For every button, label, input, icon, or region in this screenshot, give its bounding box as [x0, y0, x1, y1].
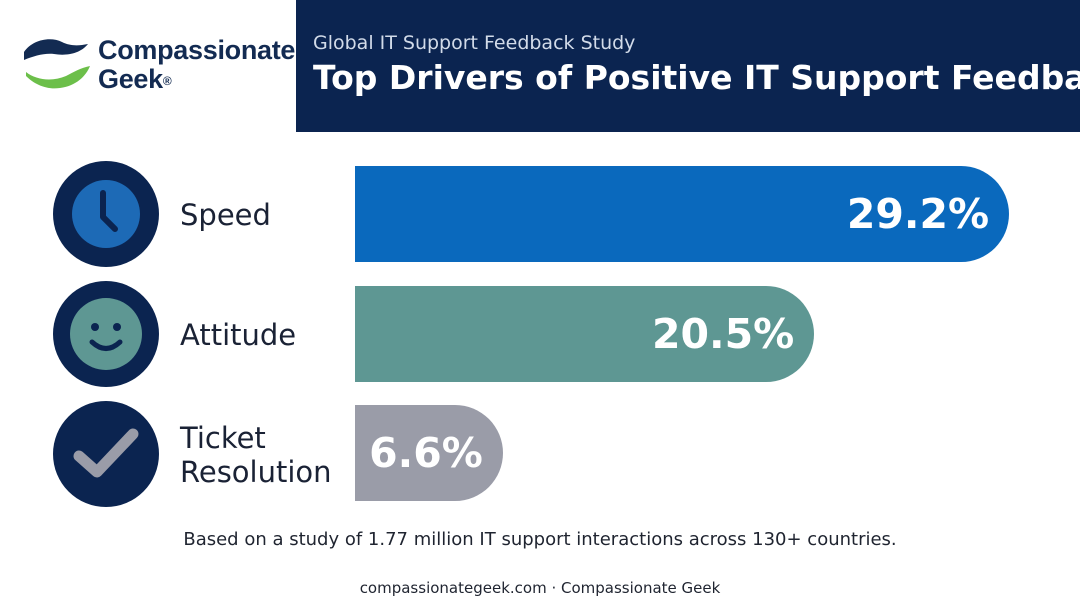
category-label-attitude-text: Attitude	[180, 318, 297, 352]
footnote: Based on a study of 1.77 million IT supp…	[183, 529, 897, 550]
category-label-ticket-resolution: Ticket Resolution	[180, 421, 332, 489]
attitude-icon-circle	[53, 281, 159, 387]
category-label-resolution-text: Resolution	[180, 455, 332, 489]
chart-subtitle: Global IT Support Feedback Study	[313, 32, 636, 54]
category-label-attitude: Attitude	[180, 318, 296, 352]
brand-name-line2: Geek	[98, 64, 163, 94]
header-banner: Global IT Support Feedback Study Top Dri…	[296, 0, 1080, 132]
bar-speed: 29.2%	[355, 166, 1010, 262]
category-label-speed-text: Speed	[180, 198, 271, 232]
data-label-attitude: 20.5%	[651, 310, 795, 358]
brand-name-line1: Compassionate	[98, 35, 296, 65]
brand-logo: Compassionate Geek®	[22, 30, 295, 100]
bar-ticket-resolution: 6.6%	[355, 405, 503, 501]
checkmark-icon	[73, 428, 139, 478]
category-label-speed: Speed	[180, 198, 271, 232]
clock-icon	[72, 180, 140, 248]
smiley-icon	[70, 298, 142, 370]
brand-name: Compassionate Geek®	[98, 36, 295, 94]
speed-icon-circle	[53, 161, 159, 267]
data-label-ticket-resolution: 6.6%	[369, 429, 483, 477]
bar-attitude: 20.5%	[355, 286, 815, 382]
registered-mark: ®	[162, 74, 172, 88]
footer-credit: compassionategeek.com · Compassionate Ge…	[359, 579, 721, 597]
chart-title: Top Drivers of Positive IT Support Feedb…	[313, 58, 1080, 97]
ticket-resolution-icon-circle	[53, 401, 159, 507]
category-label-ticket-text: Ticket	[180, 421, 266, 455]
data-label-speed: 29.2%	[846, 190, 990, 238]
hands-logo-icon	[24, 39, 90, 89]
